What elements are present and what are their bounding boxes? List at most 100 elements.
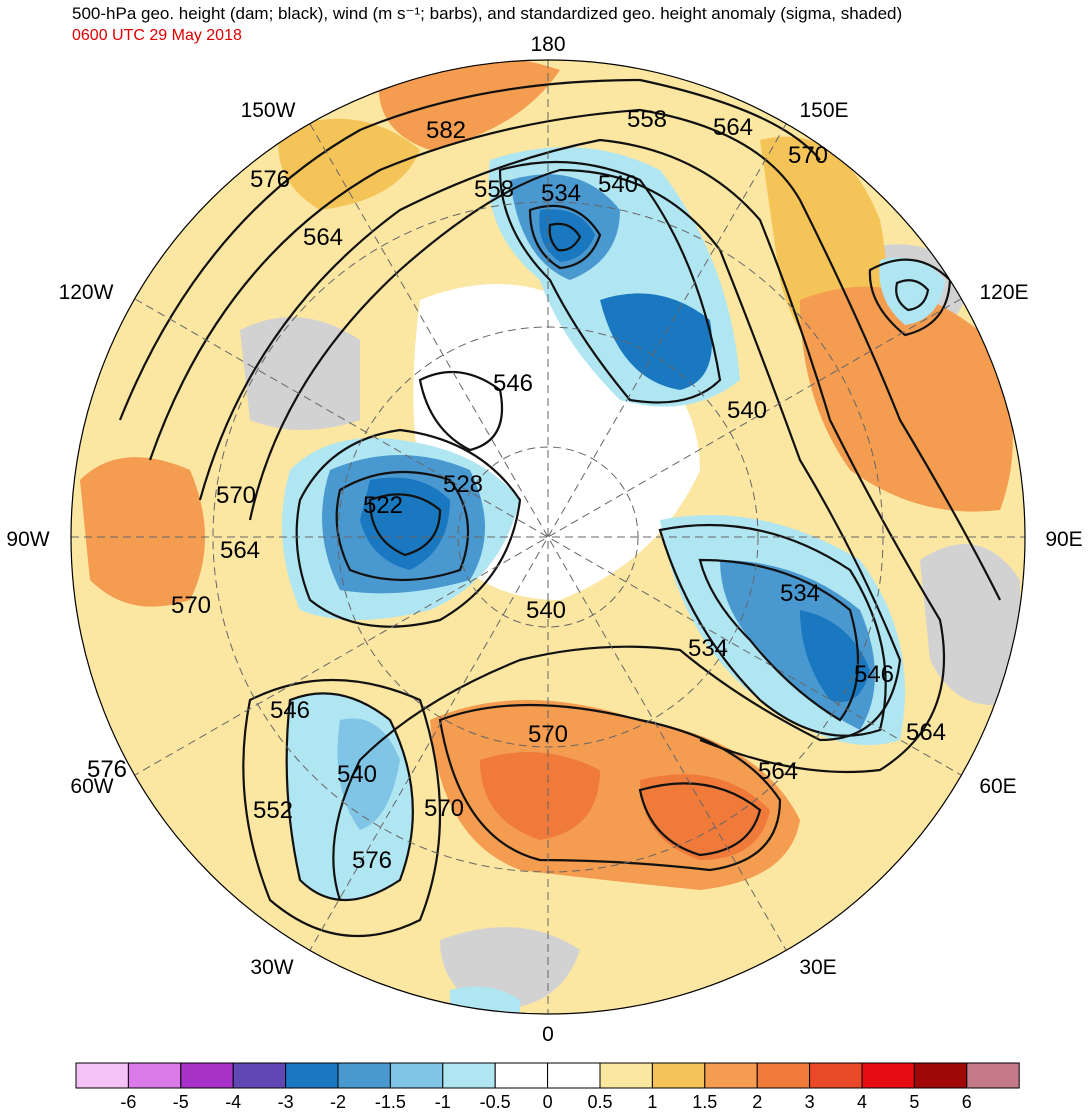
meridian-line <box>134 298 962 776</box>
colorbar-tick-label: -1.5 <box>375 1092 406 1112</box>
contour-line <box>418 370 504 452</box>
contour-line <box>335 470 470 582</box>
contour-line <box>528 204 602 270</box>
colorbar-swatch <box>285 1062 339 1089</box>
contour-label: 540 <box>727 397 767 424</box>
contour-line <box>368 493 442 557</box>
colorbar-tick-label: 1.5 <box>692 1092 717 1112</box>
contour-label: 564 <box>220 537 260 564</box>
lon-label-30w: 30W <box>250 956 293 979</box>
contour-label: 576 <box>87 756 127 783</box>
contour-label: 540 <box>598 171 638 198</box>
map-title: 500-hPa geo. height (dam; black), wind (… <box>72 4 903 23</box>
lon-label-60e: 60E <box>979 775 1016 798</box>
contour-line <box>295 428 522 628</box>
meridian-line <box>309 123 787 951</box>
contour-label: 534 <box>541 180 581 207</box>
colorbar-swatch <box>809 1062 863 1089</box>
graticule <box>71 60 1025 1014</box>
contour-label: 546 <box>854 661 894 688</box>
contour-label: 546 <box>270 697 310 724</box>
contour-label: 546 <box>493 370 533 397</box>
colorbar-swatch <box>494 1062 549 1089</box>
negative-anomaly-laptev-core <box>600 293 712 390</box>
colorbar-swatch <box>966 1062 1020 1089</box>
contour-line <box>198 138 946 774</box>
contour-label: 582 <box>426 117 466 144</box>
contour-line <box>698 558 860 722</box>
lon-label-120e: 120E <box>979 281 1028 304</box>
contour-label: 576 <box>352 847 392 874</box>
colorbar-tick-label: 3 <box>805 1092 815 1112</box>
colorbar-tick-label: -2 <box>330 1092 346 1112</box>
contour-label: 576 <box>250 166 290 193</box>
colorbar-swatch <box>442 1062 496 1089</box>
contour-label: 570 <box>528 721 568 748</box>
longitude-labels: 180 150E 120E 90E 60E 30E 0 30W 60W 90W … <box>6 33 1082 1046</box>
map-disk <box>71 60 1025 1014</box>
gray-patch <box>920 544 1020 705</box>
negative-anomaly-siberian-core <box>539 209 595 262</box>
contour-line <box>248 168 902 901</box>
colorbar-swatch <box>704 1062 758 1089</box>
colorbar-swatch <box>913 1062 968 1089</box>
lon-label-150w: 150W <box>241 99 296 122</box>
contour-line <box>242 678 442 938</box>
contour-line <box>868 258 952 337</box>
colorbar-tick-label: 1 <box>647 1092 657 1112</box>
colorbar: -6 -5 -4 -3 -2 -1.5 -1 -0.5 0 0.5 1 1.5 2 3 4 5 6 <box>75 1062 1020 1112</box>
contour-line <box>638 782 762 857</box>
positive-anomaly-europe-core <box>480 752 600 840</box>
meridian-line <box>309 123 787 951</box>
colorbar-tick-label: -3 <box>278 1092 294 1112</box>
colorbar-swatch <box>861 1062 915 1089</box>
lon-label-30e: 30E <box>799 956 836 979</box>
colorbar-tick-label: -0.5 <box>480 1092 511 1112</box>
contour-label: 564 <box>758 758 798 785</box>
contour-label: 552 <box>253 797 293 824</box>
contour-label: 534 <box>688 635 728 662</box>
contour-labels: 582 558 564 576 558 564 534 540 570 546 540 522 528 5… <box>87 106 946 874</box>
lon-label-150e: 150E <box>799 99 848 122</box>
colorbar-swatch <box>389 1062 444 1089</box>
contour-line <box>148 108 1001 601</box>
colorbar-swatch <box>127 1062 182 1089</box>
colorbar-tick-label: 0 <box>543 1092 553 1112</box>
contour-label: 558 <box>474 176 514 203</box>
contour-line <box>285 692 414 901</box>
negative-anomaly-atlantic-core <box>337 718 400 830</box>
map-border <box>70 59 1026 1015</box>
contour-line <box>438 703 782 872</box>
lon-label-90w: 90W <box>6 528 49 551</box>
colorbar-swatch <box>547 1062 601 1089</box>
contour-line <box>548 222 582 252</box>
contour-label: 570 <box>216 482 256 509</box>
colorbar-tick-label: 4 <box>857 1092 867 1112</box>
colorbar-swatch <box>756 1062 811 1089</box>
colorbar-swatch <box>651 1062 706 1089</box>
contour-label: 570 <box>788 142 828 169</box>
lon-label-120w: 120W <box>59 281 114 304</box>
positive-anomaly-alaska <box>378 60 560 150</box>
lon-label-180: 180 <box>530 33 565 56</box>
contour-label: 534 <box>780 580 820 607</box>
height-contours <box>118 78 1001 938</box>
negative-anomaly-kara-core <box>800 610 870 702</box>
colorbar-tick-label: -4 <box>225 1092 241 1112</box>
latitude-circle <box>337 326 759 748</box>
latitude-circle <box>457 446 639 628</box>
contour-line <box>895 279 930 312</box>
colorbar-swatch <box>599 1062 653 1089</box>
colorbar-swatch <box>337 1062 391 1089</box>
colorbar-tick-label: 6 <box>962 1092 972 1112</box>
colorbar-tick-label: 2 <box>752 1092 762 1112</box>
colorbar-tick-label: -6 <box>120 1092 136 1112</box>
valid-time: 0600 UTC 29 May 2018 <box>72 27 242 44</box>
lon-label-90e: 90E <box>1045 528 1082 551</box>
contour-label: 522 <box>363 492 403 519</box>
contour-label: 564 <box>713 114 753 141</box>
gray-patch <box>240 317 360 430</box>
contour-label: 528 <box>443 471 483 498</box>
colorbar-tick-label: 5 <box>909 1092 919 1112</box>
contour-label: 540 <box>526 597 566 624</box>
